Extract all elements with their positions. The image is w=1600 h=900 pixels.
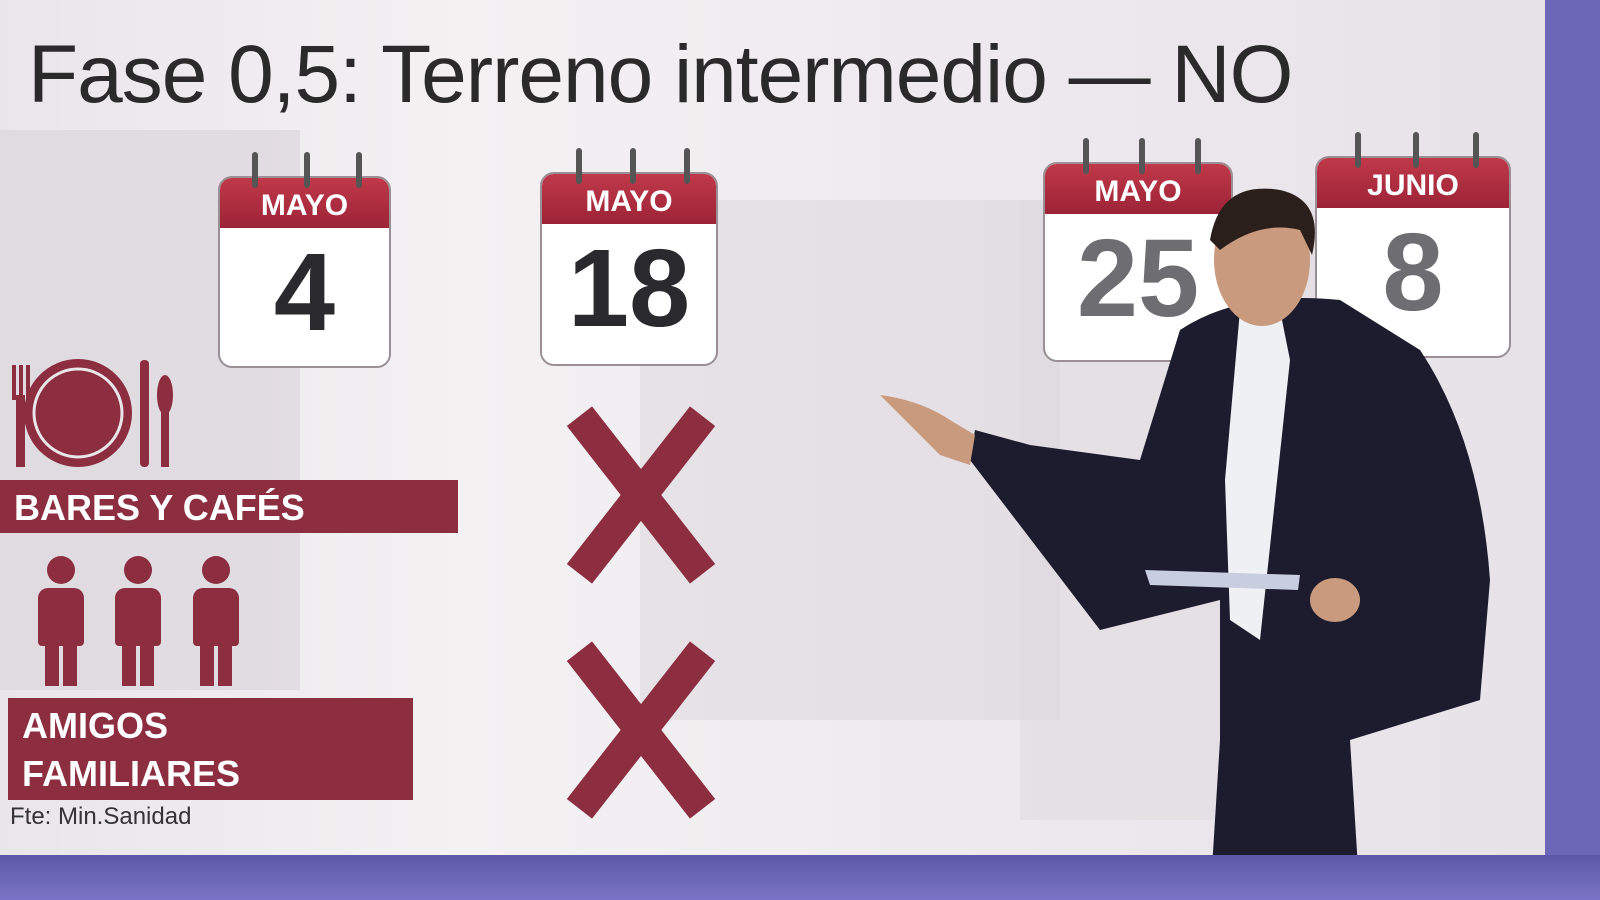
page-title: Fase 0,5: Terreno intermedio — NO: [28, 29, 1293, 120]
category-label: FAMILIARES: [22, 753, 241, 794]
calendar-day: 25: [1076, 217, 1200, 340]
category-amigos-familiares: AMIGOS FAMILIARES: [8, 698, 413, 800]
category-bares-cafes: BARES Y CAFÉS: [0, 480, 458, 533]
cutlery-plate-icon: [12, 359, 173, 467]
calendar-day: 8: [1382, 211, 1444, 334]
x-mark-icon: [565, 405, 715, 585]
studio-floor: [0, 855, 1600, 900]
calendar-may-18: MAYO 18: [540, 148, 718, 366]
calendar-may-4: MAYO 4: [218, 152, 391, 368]
x-mark-icon: [565, 640, 715, 820]
presenter: [880, 188, 1490, 900]
source-note: Fte: Min.Sanidad: [10, 803, 192, 830]
calendar-day: 18: [567, 227, 691, 350]
category-label: AMIGOS: [22, 705, 169, 746]
calendar-june-8: JUNIO 8: [1315, 132, 1511, 358]
category-label: BARES Y CAFÉS: [14, 487, 305, 528]
calendar-day: 4: [273, 231, 336, 354]
